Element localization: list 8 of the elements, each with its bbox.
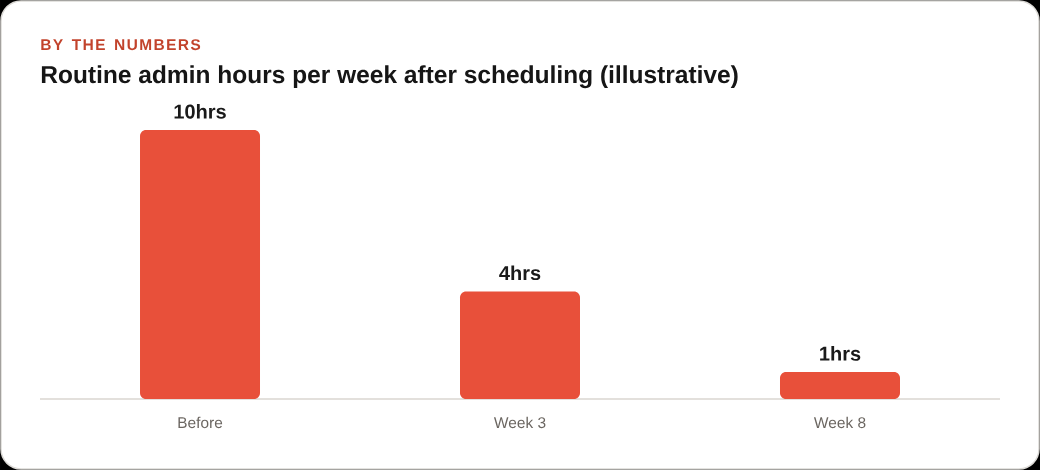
data-label: 10hrs (174, 104, 226, 119)
chart-title: Routine admin hours per week after scheduling (illustrative) (41, 65, 738, 89)
x-tick-label: Before (178, 416, 223, 429)
data-label: 4hrs (499, 265, 541, 281)
x-tick-label: Week 8 (813, 416, 866, 429)
chart-subtitle: BY THE NUMBERS (41, 39, 201, 51)
x-tick-label: Week 3 (493, 416, 546, 429)
data-label: 1hrs (820, 346, 861, 361)
